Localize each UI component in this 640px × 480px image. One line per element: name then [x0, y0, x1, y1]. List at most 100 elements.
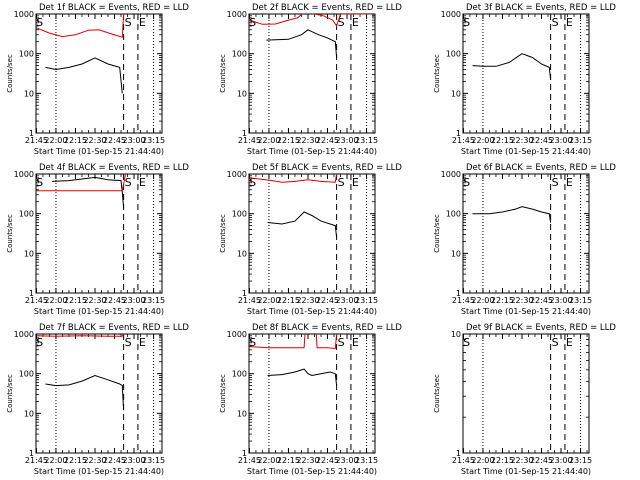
- marker-label: S: [249, 16, 256, 29]
- y-axis-label: Counts/sec: [219, 214, 227, 253]
- y-tick-label: 1: [456, 289, 461, 298]
- events-series-line: [45, 57, 123, 94]
- marker-label: S: [463, 16, 470, 29]
- x-tick-label: 22:45: [103, 296, 126, 305]
- panel-det-4: Det 4f BLACK = Events, RED = LLD Counts/s…: [6, 163, 189, 316]
- marker-label: S: [36, 16, 43, 29]
- panel-title: Det 7f BLACK = Events, RED = LLD: [39, 323, 189, 333]
- lld-series-line: [249, 14, 371, 28]
- x-tick-label: 22:15: [277, 296, 300, 305]
- x-tick-label: 23:00: [122, 136, 145, 145]
- x-tick-label: 23:00: [122, 456, 145, 465]
- marker-label: E: [139, 336, 146, 349]
- x-tick-label: 23:00: [549, 456, 572, 465]
- events-series-line: [267, 368, 338, 386]
- panel-det-1: Det 1f BLACK = Events, RED = LLD Counts/s…: [6, 3, 189, 156]
- y-tick-label: 1: [29, 129, 34, 138]
- x-tick-label: 22:15: [491, 296, 514, 305]
- y-tick-label: 10: [451, 89, 461, 98]
- x-tick-label: 23:15: [355, 136, 378, 145]
- marker-label: E: [566, 336, 573, 349]
- plot-frame: [462, 13, 590, 134]
- x-tick-label: 22:30: [510, 136, 533, 145]
- x-tick-label: 21:45: [25, 136, 48, 145]
- marker-label: S: [36, 336, 43, 349]
- marker-label: S: [338, 176, 345, 189]
- x-tick-label: 23:00: [335, 296, 358, 305]
- marker-label: S: [338, 16, 345, 29]
- x-tick-label: 21:45: [238, 456, 261, 465]
- panel-det-3: Det 3f BLACK = Events, RED = LLD Counts/s…: [433, 3, 616, 156]
- marker-label: E: [352, 176, 359, 189]
- y-tick-label: 100: [232, 210, 247, 219]
- x-tick-label: 21:45: [238, 296, 261, 305]
- marker-label: E: [352, 336, 359, 349]
- y-tick-label: 10: [24, 409, 34, 418]
- y-tick-label: 10: [237, 409, 247, 418]
- lld-series-line: [249, 334, 338, 350]
- plot-frame: [462, 333, 590, 454]
- y-tick-label: 100: [446, 210, 461, 219]
- x-tick-label: 23:15: [142, 456, 165, 465]
- y-tick-label: 1000: [441, 170, 461, 179]
- y-tick-label: 10: [24, 89, 34, 98]
- lld-series-line: [36, 334, 125, 337]
- lld-series-line: [249, 174, 338, 183]
- panel-det-2: Det 2f BLACK = Events, RED = LLD Counts/s…: [219, 3, 402, 156]
- events-series-line: [51, 176, 125, 208]
- x-tick-label: 22:15: [64, 296, 87, 305]
- y-axis-label: Counts/sec: [433, 214, 441, 253]
- marker-label: S: [552, 176, 559, 189]
- y-tick-label: 100: [446, 50, 461, 59]
- x-tick-label: 22:45: [316, 136, 339, 145]
- y-tick-label: 10: [451, 249, 461, 258]
- x-tick-label: 22:00: [257, 296, 280, 305]
- x-axis-label: Start Time (01-Sep-15 21:44:40): [247, 467, 377, 476]
- x-tick-label: 22:45: [103, 456, 126, 465]
- y-tick-label: 10: [451, 330, 461, 339]
- marker-label: E: [566, 16, 573, 29]
- x-axis-label: Start Time (01-Sep-15 21:44:40): [461, 307, 591, 316]
- events-series-line: [472, 206, 552, 223]
- marker-label: S: [552, 16, 559, 29]
- y-tick-label: 1000: [441, 10, 461, 19]
- x-tick-label: 22:30: [510, 296, 533, 305]
- panel-det-5: Det 5f BLACK = Events, RED = LLD Counts/s…: [219, 163, 402, 316]
- y-axis-label: Counts/sec: [433, 54, 441, 93]
- y-tick-label: 100: [19, 370, 34, 379]
- plot-frame: [35, 333, 163, 454]
- x-tick-label: 23:00: [549, 296, 572, 305]
- panel-title: Det 5f BLACK = Events, RED = LLD: [252, 163, 402, 173]
- lld-series-line: [36, 174, 126, 192]
- panel-title: Det 6f BLACK = Events, RED = LLD: [466, 163, 616, 173]
- y-tick-label: 1: [242, 289, 247, 298]
- x-tick-label: 21:45: [25, 456, 48, 465]
- x-tick-label: 21:45: [452, 136, 475, 145]
- x-tick-label: 23:15: [569, 296, 592, 305]
- panel-title: Det 3f BLACK = Events, RED = LLD: [466, 3, 616, 13]
- events-series-line: [266, 29, 338, 58]
- x-tick-label: 23:00: [335, 456, 358, 465]
- events-series-line: [472, 53, 552, 80]
- x-axis-label: Start Time (01-Sep-15 21:44:40): [461, 147, 591, 156]
- x-tick-label: 21:45: [25, 296, 48, 305]
- y-tick-label: 1: [456, 129, 461, 138]
- x-tick-label: 22:15: [64, 456, 87, 465]
- y-tick-label: 1: [242, 129, 247, 138]
- x-axis-label: Start Time (01-Sep-15 21:44:40): [34, 307, 164, 316]
- x-tick-label: 22:30: [296, 456, 319, 465]
- y-tick-label: 100: [19, 50, 34, 59]
- plot-frame: [35, 13, 163, 134]
- x-tick-label: 22:00: [257, 136, 280, 145]
- y-tick-label: 1: [242, 449, 247, 458]
- y-tick-label: 10: [237, 249, 247, 258]
- x-axis-label: Start Time (01-Sep-15 21:44:40): [247, 147, 377, 156]
- x-tick-label: 22:15: [277, 136, 300, 145]
- x-tick-label: 21:45: [238, 136, 261, 145]
- marker-label: S: [463, 336, 470, 349]
- marker-label: S: [552, 336, 559, 349]
- x-tick-label: 23:15: [569, 456, 592, 465]
- x-tick-label: 22:30: [296, 296, 319, 305]
- x-axis-label: Start Time (01-Sep-15 21:44:40): [461, 467, 591, 476]
